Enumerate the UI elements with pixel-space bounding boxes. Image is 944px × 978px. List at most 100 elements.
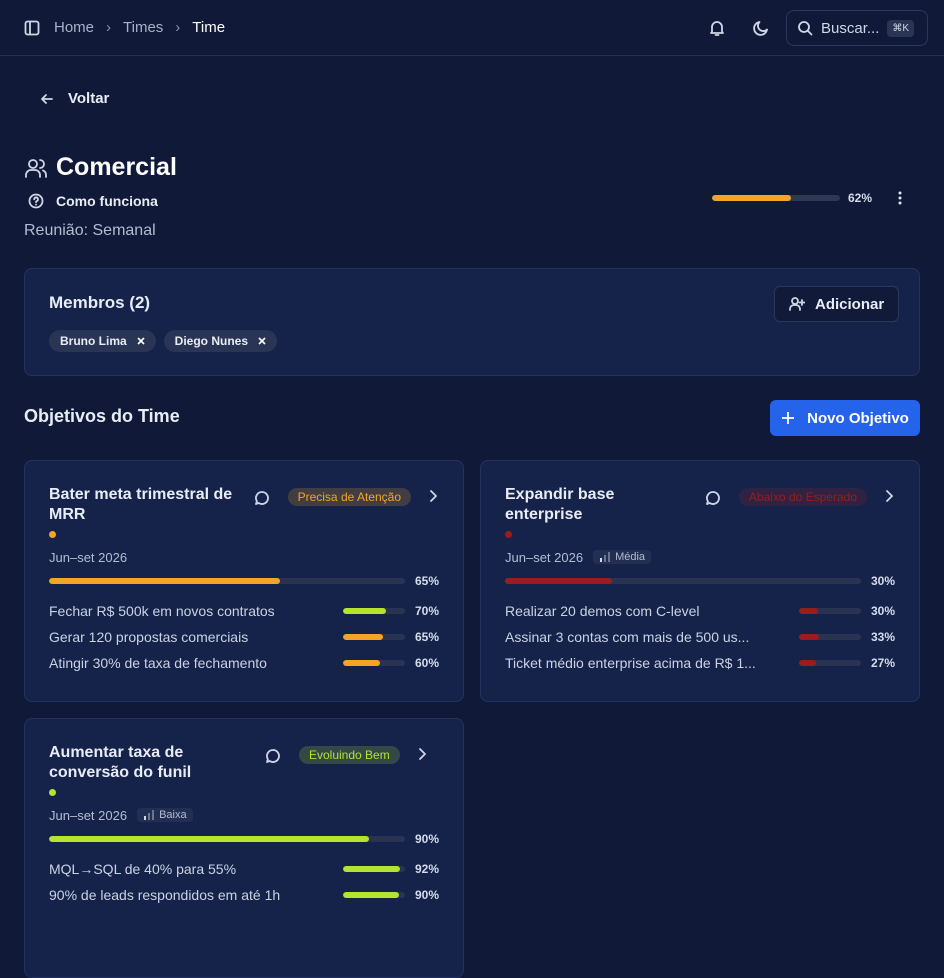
team-progress-track (712, 195, 840, 201)
crumb[interactable]: Times (123, 19, 164, 36)
open-objective[interactable] (427, 489, 439, 508)
key-result-track (342, 866, 405, 872)
key-result-progress (342, 866, 400, 872)
meeting: Reunião: Semanal (24, 222, 156, 239)
key-result-track (798, 634, 861, 640)
back-link[interactable]: Voltar (40, 90, 109, 107)
key-result-name: Fechar R$ 500k em novos contratos (49, 603, 275, 619)
objective-header: Bater meta trimestral de MRR Precisa de A… (49, 485, 439, 525)
key-result[interactable]: Gerar 120 propostas comerciais 65% (49, 624, 439, 650)
add-member-text: Adicionar (815, 295, 885, 313)
key-result-track (342, 608, 405, 614)
status-dot (505, 531, 512, 538)
objective-card[interactable]: Aumentar taxa de conversão do funil Evolu… (24, 718, 464, 978)
add-member[interactable]: Adicionar (774, 286, 900, 322)
status-badge: Evoluindo Bem (299, 746, 400, 764)
member-list: Bruno Lima Diego Nunes (49, 330, 285, 352)
help-link[interactable]: Como funciona (28, 193, 158, 209)
objective-title: Bater meta trimestral de MRR (49, 486, 233, 523)
key-result-progress (798, 634, 820, 640)
key-result-label: 27% (870, 656, 895, 670)
key-result[interactable]: Ticket médio enterprise acima de R$ 1...… (505, 650, 895, 676)
key-result[interactable]: MQL→SQL de 40% para 55% 92% (49, 856, 439, 882)
objective-title: Aumentar taxa de conversão do funil (49, 744, 192, 781)
status-badge: Precisa de Atenção (287, 488, 411, 506)
comment-icon[interactable] (254, 490, 270, 511)
objective-card[interactable]: Expandir base enterprise Abaixo do Espera… (480, 460, 920, 702)
priority-text: Baixa (159, 809, 187, 821)
back-text: Voltar (68, 90, 110, 107)
comment-icon[interactable] (705, 490, 721, 511)
member-chip: Bruno Lima (49, 330, 156, 352)
search[interactable]: Buscar... ⌘K (786, 10, 928, 46)
key-result[interactable]: 90% de leads respondidos em até 1h 90% (49, 882, 439, 908)
objective-progress-row: 65% (49, 574, 439, 588)
more-menu[interactable] (893, 190, 907, 206)
key-result-track (342, 892, 405, 898)
key-result-name: MQL→SQL de 40% para 55% (49, 861, 237, 877)
new-objective[interactable]: Novo Objetivo (770, 400, 920, 436)
member-name: Bruno Lima (60, 334, 127, 348)
page: Home › Times › Time Buscar... ⌘K Voltar Co… (0, 10, 944, 978)
key-result-label: 65% (414, 630, 439, 644)
key-result-name: Atingir 30% de taxa de fechamento (49, 655, 267, 671)
key-result-label: 30% (870, 604, 895, 618)
period: Jun–set 2026 (49, 807, 128, 823)
team-name: Comercial (56, 153, 177, 181)
shortcut: ⌘K (887, 19, 915, 37)
key-result-label: 90% (414, 888, 439, 902)
search-placeholder: Buscar... (821, 19, 880, 37)
key-result-name: 90% de leads respondidos em até 1h (49, 887, 281, 903)
remove-member[interactable] (258, 334, 266, 348)
progress-label: 65% (414, 574, 439, 588)
key-result-progress (342, 634, 384, 640)
team-icon (25, 159, 47, 178)
period-line: Jun–set 2026 (49, 548, 439, 566)
objective-card[interactable]: Bater meta trimestral de MRR Precisa de A… (24, 460, 464, 702)
progress-track (49, 578, 405, 584)
crumb: Time (192, 19, 226, 36)
new-objective-text: Novo Objetivo (807, 409, 909, 427)
objective-progress-row: 30% (505, 574, 895, 588)
team-progress (712, 195, 792, 201)
key-result-label: 60% (414, 656, 439, 670)
status-dot (49, 789, 56, 796)
priority-text: Média (615, 551, 646, 563)
key-result[interactable]: Atingir 30% de taxa de fechamento 60% (49, 650, 439, 676)
open-objective[interactable] (416, 747, 428, 766)
key-result-name: Gerar 120 propostas comerciais (49, 629, 249, 645)
period-line: Jun–set 2026 Baixa (49, 806, 439, 824)
key-result-label: 70% (414, 604, 439, 618)
key-result-progress (342, 660, 381, 666)
key-result[interactable]: Assinar 3 contas com mais de 500 us... 33… (505, 624, 895, 650)
progress-track (505, 578, 861, 584)
objective-progress (505, 578, 612, 584)
period: Jun–set 2026 (505, 549, 584, 565)
key-result-label: 33% (870, 630, 895, 644)
period-line: Jun–set 2026 Média (505, 548, 895, 566)
status-dot (49, 531, 56, 538)
key-result[interactable]: Realizar 20 demos com C-level 30% (505, 598, 895, 624)
key-result-name: Realizar 20 demos com C-level (505, 603, 700, 619)
remove-member[interactable] (137, 334, 145, 348)
objective-progress-row: 90% (49, 832, 439, 846)
objective-progress (49, 836, 370, 842)
key-result-label: 92% (414, 862, 439, 876)
members-card: Membros (2) Adicionar Bruno Lima Diego Nu… (24, 268, 920, 376)
progress-track (49, 836, 405, 842)
theme-toggle[interactable] (752, 19, 770, 37)
key-result[interactable]: Fechar R$ 500k em novos contratos 70% (49, 598, 439, 624)
help-text: Como funciona (56, 193, 158, 209)
sidebar-toggle[interactable] (24, 20, 40, 36)
comment-icon[interactable] (265, 748, 281, 769)
team-progress-label: 62% (848, 191, 873, 205)
notifications[interactable] (708, 19, 726, 37)
crumb[interactable]: Home (54, 19, 95, 36)
key-result-progress (342, 608, 387, 614)
priority: Média (593, 550, 652, 564)
open-objective[interactable] (883, 489, 895, 508)
objective-title: Expandir base enterprise (505, 486, 615, 523)
status-badge: Abaixo do Esperado (738, 488, 867, 506)
key-result-track (342, 634, 405, 640)
members-title: Membros (2) (49, 293, 151, 312)
